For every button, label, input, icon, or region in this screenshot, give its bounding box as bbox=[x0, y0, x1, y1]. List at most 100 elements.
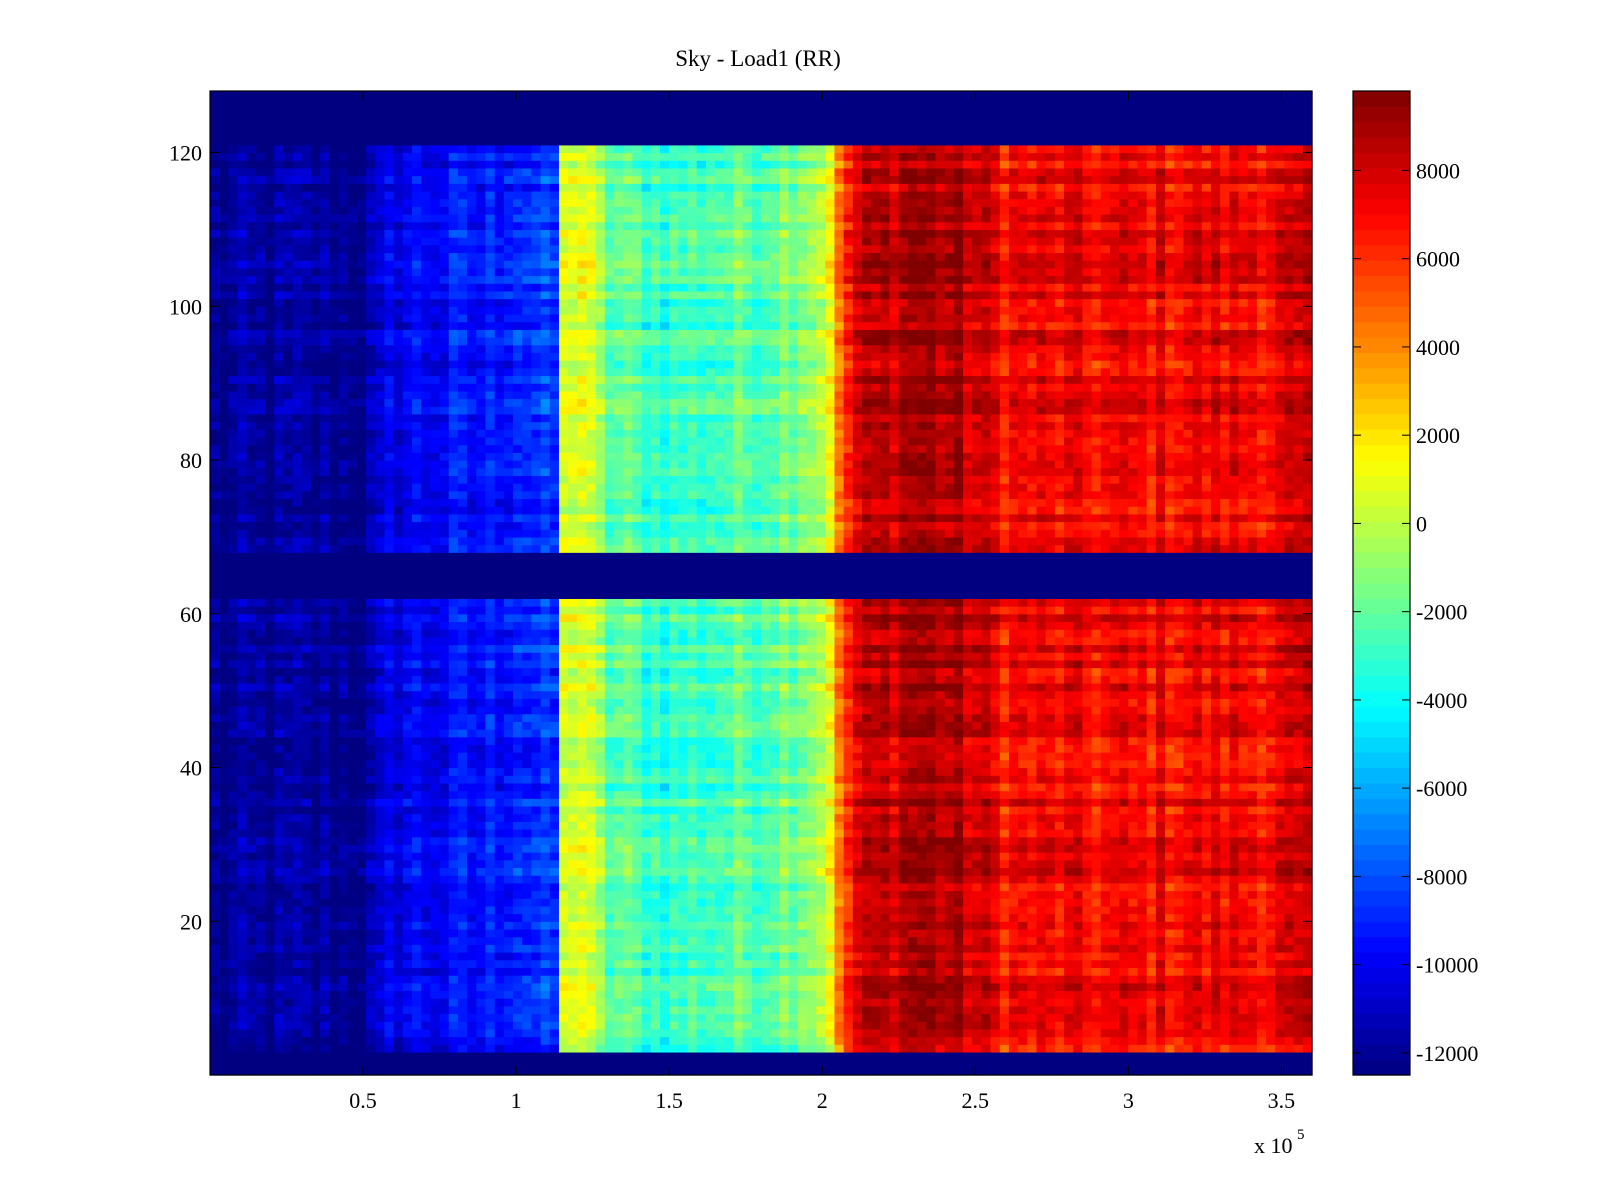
heatmap-cell bbox=[1100, 1051, 1111, 1061]
heatmap-cell bbox=[1256, 990, 1267, 999]
heatmap-cell bbox=[1183, 1059, 1194, 1068]
heatmap-cell bbox=[871, 1059, 881, 1068]
heatmap-cell bbox=[1119, 936, 1129, 945]
heatmap-cell bbox=[1256, 852, 1267, 861]
heatmap-cell bbox=[834, 852, 845, 861]
heatmap-cell bbox=[1174, 844, 1185, 853]
heatmap-cell bbox=[770, 1059, 780, 1068]
heatmap-cell bbox=[393, 775, 404, 784]
heatmap-cell bbox=[430, 759, 441, 769]
heatmap-cell bbox=[1192, 782, 1203, 792]
heatmap-cell bbox=[806, 944, 817, 953]
heatmap-cell bbox=[862, 882, 872, 892]
heatmap-cell bbox=[1192, 805, 1203, 815]
heatmap-cell bbox=[1256, 813, 1267, 822]
heatmap-cell bbox=[623, 921, 634, 930]
heatmap-cell bbox=[1018, 952, 1028, 961]
heatmap-cell bbox=[944, 829, 955, 838]
heatmap-cell bbox=[852, 813, 863, 822]
heatmap-cell bbox=[457, 844, 468, 853]
heatmap-cell bbox=[237, 944, 248, 953]
heatmap-cell bbox=[696, 1059, 707, 1068]
heatmap-cell bbox=[761, 1021, 771, 1030]
heatmap-cell bbox=[384, 913, 395, 922]
heatmap-cell bbox=[531, 913, 542, 922]
heatmap-cell bbox=[614, 990, 624, 999]
heatmap-cell bbox=[641, 1013, 652, 1022]
heatmap-cell bbox=[1302, 990, 1313, 999]
heatmap-cell bbox=[558, 867, 569, 876]
heatmap-cell bbox=[1229, 805, 1240, 815]
heatmap-cell bbox=[1146, 767, 1157, 776]
heatmap-cell bbox=[917, 829, 927, 838]
heatmap-cell bbox=[843, 882, 854, 892]
heatmap-cell bbox=[503, 913, 514, 922]
heatmap-cell bbox=[1073, 905, 1084, 915]
heatmap-cell bbox=[210, 798, 220, 807]
heatmap-cell bbox=[963, 913, 973, 922]
heatmap-cell bbox=[614, 1044, 624, 1053]
heatmap-cell bbox=[1238, 913, 1249, 922]
heatmap-cell bbox=[1192, 813, 1203, 822]
heatmap-cell bbox=[825, 959, 836, 968]
heatmap-cell bbox=[889, 867, 900, 876]
heatmap-cell bbox=[1064, 952, 1074, 961]
heatmap-cell bbox=[816, 759, 826, 769]
heatmap-cell bbox=[972, 967, 982, 976]
heatmap-cell bbox=[430, 1059, 441, 1068]
heatmap-cell bbox=[476, 875, 487, 884]
heatmap-cell bbox=[1027, 1044, 1038, 1053]
heatmap-cell bbox=[907, 829, 918, 838]
heatmap-cell bbox=[421, 998, 431, 1007]
heatmap-cell bbox=[825, 1044, 836, 1053]
heatmap-cell bbox=[402, 844, 413, 853]
heatmap-cell bbox=[1119, 790, 1129, 799]
heatmap-cell bbox=[586, 898, 597, 907]
heatmap-cell bbox=[1293, 959, 1304, 968]
heatmap-cell bbox=[1137, 975, 1148, 984]
heatmap-cell bbox=[448, 1028, 459, 1038]
heatmap-cell bbox=[549, 852, 560, 861]
heatmap-cell bbox=[283, 875, 294, 884]
heatmap-cell bbox=[320, 944, 330, 953]
heatmap-cell bbox=[1119, 944, 1129, 953]
heatmap-cell bbox=[972, 1021, 982, 1030]
heatmap-cell bbox=[338, 1028, 349, 1038]
heatmap-cell bbox=[210, 1059, 220, 1068]
heatmap-cell bbox=[1137, 775, 1148, 784]
heatmap-cell bbox=[715, 829, 725, 838]
heatmap-cell bbox=[1119, 805, 1129, 815]
heatmap-cell bbox=[347, 975, 358, 984]
heatmap-cell bbox=[485, 859, 496, 869]
heatmap-cell bbox=[963, 1036, 973, 1045]
heatmap-cell bbox=[843, 975, 854, 984]
heatmap-cell bbox=[430, 959, 441, 968]
heatmap-cell bbox=[623, 844, 634, 853]
heatmap-cell bbox=[1284, 1067, 1295, 1076]
heatmap-cell bbox=[1284, 913, 1295, 922]
heatmap-cell bbox=[816, 829, 826, 838]
heatmap-cell bbox=[1183, 767, 1194, 776]
heatmap-cell bbox=[1275, 813, 1286, 822]
heatmap-cell bbox=[852, 936, 863, 945]
heatmap-cell bbox=[421, 905, 431, 915]
heatmap-cell bbox=[402, 990, 413, 999]
heatmap-cell bbox=[1293, 982, 1304, 992]
heatmap-cell bbox=[806, 798, 817, 807]
heatmap-cell bbox=[430, 1067, 441, 1076]
heatmap-cell bbox=[641, 1051, 652, 1061]
heatmap-cell bbox=[843, 759, 854, 769]
heatmap-cell bbox=[632, 882, 643, 892]
heatmap-cell bbox=[246, 982, 257, 992]
heatmap-cell bbox=[889, 936, 900, 945]
heatmap-cell bbox=[586, 1044, 597, 1053]
heatmap-cell bbox=[1045, 829, 1056, 838]
heatmap-cell bbox=[678, 1044, 689, 1053]
heatmap-cell bbox=[641, 990, 652, 999]
heatmap-cell bbox=[246, 767, 257, 776]
heatmap-cell bbox=[1109, 982, 1120, 992]
heatmap-cell bbox=[494, 775, 505, 784]
heatmap-cell bbox=[669, 998, 679, 1007]
heatmap-cell bbox=[972, 1036, 982, 1045]
heatmap-cell bbox=[1284, 998, 1295, 1007]
